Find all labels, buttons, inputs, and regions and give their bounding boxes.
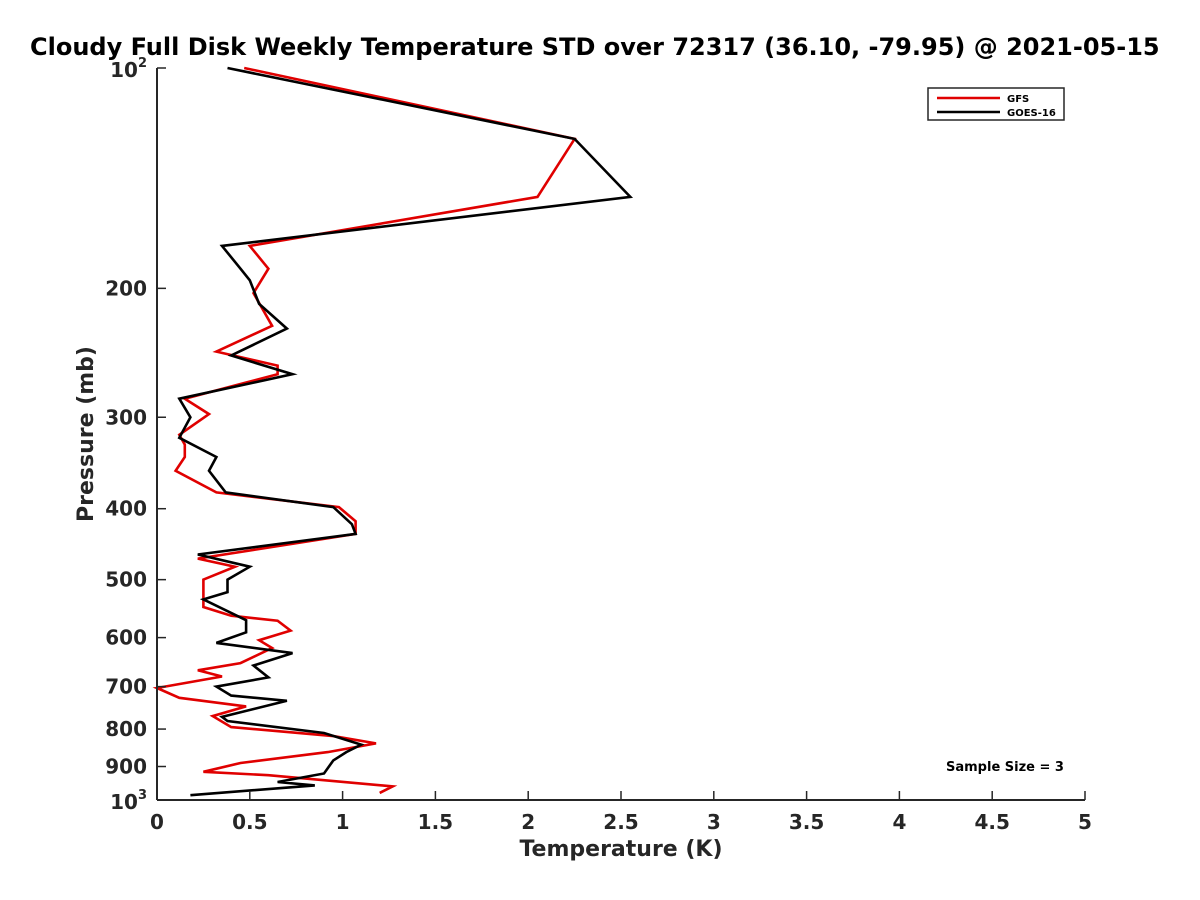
- axes: [156, 68, 1085, 801]
- y-tick-base: 10: [110, 58, 138, 82]
- x-tick-label: 0.5: [232, 810, 267, 834]
- y-tick-label: 500: [105, 568, 147, 592]
- sample-size-annotation: Sample Size = 3: [946, 760, 1064, 775]
- series-line-gfs: [152, 66, 577, 795]
- y-tick-label: 200: [105, 276, 147, 300]
- y-tick-label: 700: [105, 675, 147, 699]
- legend-label: GFS: [1007, 94, 1029, 105]
- x-tick-label: 4: [892, 810, 906, 834]
- series-line-goes-16: [177, 66, 634, 797]
- y-tick-label: 300: [105, 405, 147, 429]
- y-tick-exponent: 3: [138, 788, 147, 803]
- y-axis-label: Pressure (mb): [74, 346, 99, 522]
- y-tick-label: 600: [105, 626, 147, 650]
- legend-label: GOES-16: [1007, 108, 1056, 119]
- x-tick-label: 1: [336, 810, 350, 834]
- x-tick-label: 2.5: [603, 810, 638, 834]
- legend: GFS GOES-16: [927, 87, 1065, 121]
- chart-title: Cloudy Full Disk Weekly Temperature STD …: [30, 33, 1160, 61]
- y-tick-base: 10: [110, 790, 138, 814]
- x-tick-label: 4.5: [974, 810, 1009, 834]
- x-ticks: 0 0.5 1 1.5 2 2.5 3 3.5 4 4.5 5: [150, 791, 1092, 834]
- y-tick-label: 900: [105, 755, 147, 779]
- legend-box: [927, 87, 1065, 121]
- series-layer: [152, 66, 634, 797]
- x-tick-label: 3.5: [789, 810, 824, 834]
- x-axis-label: Temperature (K): [519, 837, 722, 862]
- y-tick-label: 400: [105, 497, 147, 521]
- x-tick-label: 2: [521, 810, 535, 834]
- x-tick-label: 1.5: [418, 810, 453, 834]
- y-tick-exponent: 2: [138, 56, 147, 71]
- x-tick-label: 5: [1078, 810, 1092, 834]
- y-tick-label: 103: [110, 788, 147, 814]
- x-tick-label: 0: [150, 810, 164, 834]
- x-tick-label: 3: [707, 810, 721, 834]
- y-tick-label: 800: [105, 717, 147, 741]
- y-tick-label: 102: [110, 56, 147, 82]
